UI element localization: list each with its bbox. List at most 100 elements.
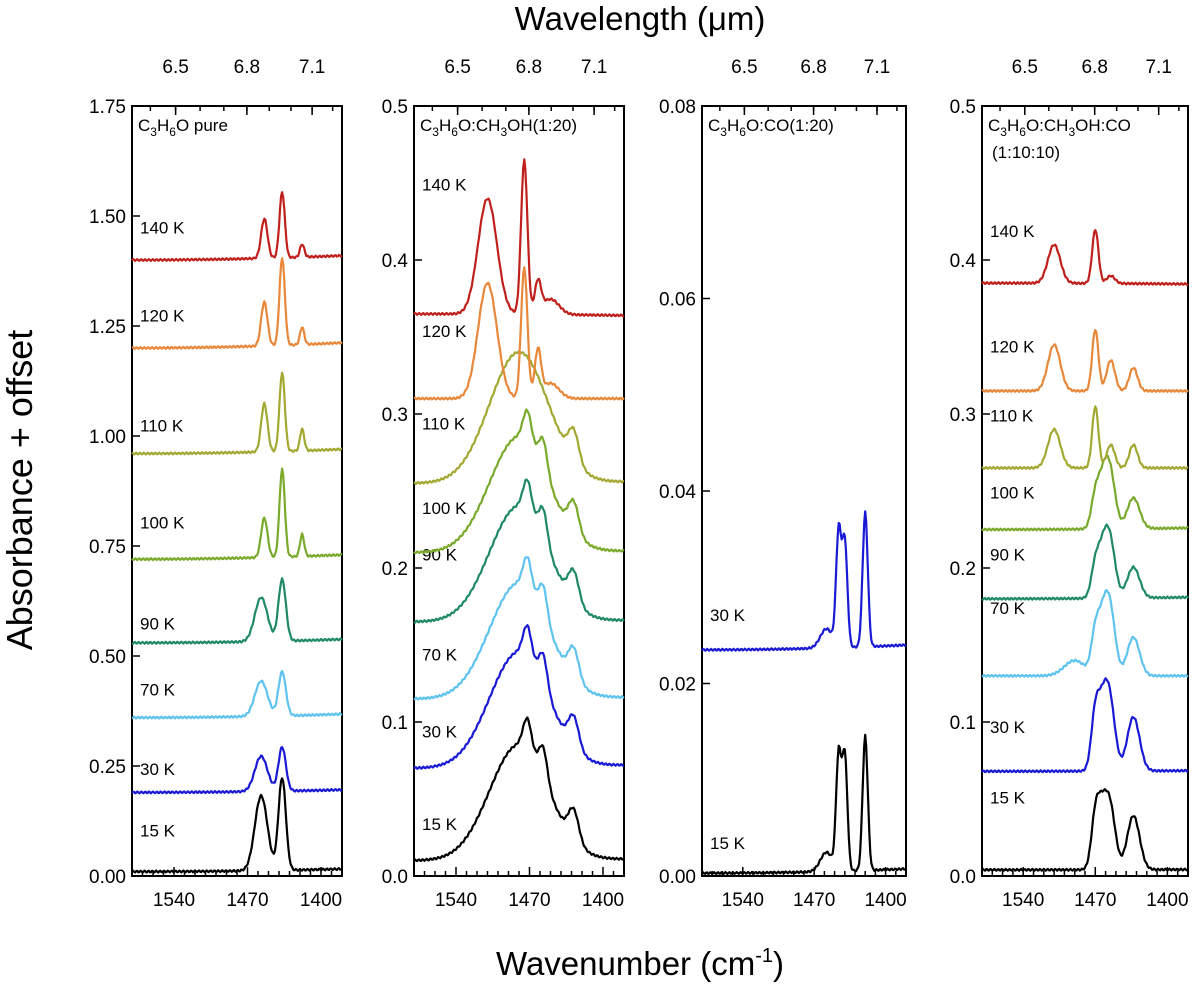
bottom-tick-label: 1540: [435, 890, 477, 911]
spectrum-curve: [981, 454, 1189, 532]
y-tick-label: 0.2: [950, 559, 976, 580]
temperature-label: 30 K: [422, 722, 458, 741]
spectrum-curve: [131, 191, 343, 262]
y-tick-label: 0.5: [382, 97, 408, 118]
spectrum-curve: [981, 589, 1189, 678]
panel-3: 0.00 0.02 0.04 0.06 0.08 1540 1470 1400 6.5 6.8 7.…: [659, 57, 907, 911]
spectrum-curve: [413, 266, 625, 401]
y-tick-label: 0.02: [659, 675, 696, 696]
spectrum-curve: [981, 523, 1189, 601]
spectrum-curve: [413, 624, 625, 770]
spectrum-curve: [131, 467, 343, 562]
y-tick-label: 0.00: [659, 867, 696, 888]
y-tick-label: 0.2: [382, 559, 408, 580]
spectrum-curve: [131, 777, 343, 874]
spectrum-curve: [413, 716, 625, 863]
temperature-label: 70 K: [990, 599, 1026, 618]
temperature-label: 90 K: [990, 545, 1026, 564]
y-axis-title: Absorbance + offset: [0, 330, 40, 651]
top-tick-label: 6.5: [444, 57, 470, 78]
top-tick-label: 7.1: [1145, 57, 1171, 78]
top-tick-label: 6.8: [800, 57, 826, 78]
temperature-label: 70 K: [422, 645, 458, 664]
temperature-label: 100 K: [422, 499, 467, 518]
top-tick-label: 6.8: [234, 57, 260, 78]
spectrum-curve: [981, 405, 1189, 470]
y-tick-label: 0.3: [382, 405, 408, 426]
y-tick-label: 0.75: [89, 537, 126, 558]
temperature-label: 140 K: [422, 176, 467, 195]
spectrum-curve: [131, 746, 343, 795]
spectrum-curve: [413, 478, 625, 624]
y-tick-label: 0.08: [659, 97, 696, 118]
bottom-axis-title: Wavenumber (cm-1): [496, 945, 784, 982]
bottom-tick-label: 1470: [508, 890, 550, 911]
top-tick-label: 6.8: [516, 57, 542, 78]
top-axis-title: Wavelength (μm): [515, 0, 766, 37]
top-tick-label: 6.8: [1081, 57, 1107, 78]
panel-title: C3H6O:CH3OH(1:20): [420, 116, 577, 139]
spectrum-curve: [701, 733, 907, 876]
spectrum-curve: [981, 329, 1189, 393]
temperature-label: 110 K: [990, 407, 1034, 426]
temperature-label: 30 K: [140, 760, 176, 779]
temperature-label: 30 K: [990, 718, 1026, 737]
y-tick-label: 0.04: [659, 482, 696, 503]
y-tick-label: 0.1: [382, 713, 408, 734]
temperature-label: 140 K: [990, 222, 1035, 241]
plot-frame: [701, 105, 907, 877]
bottom-tick-label: 1470: [226, 890, 268, 911]
top-tick-label: 7.1: [581, 57, 607, 78]
top-tick-label: 6.5: [731, 57, 757, 78]
temperature-label: 120 K: [140, 307, 185, 326]
y-tick-label: 0.0: [382, 867, 408, 888]
panel-title-line2: (1:10:10): [992, 143, 1060, 162]
bottom-tick-label: 1470: [793, 890, 835, 911]
temperature-label: 110 K: [140, 417, 184, 436]
bottom-tick-label: 1400: [582, 890, 624, 911]
y-tick-label: 1.75: [89, 97, 126, 118]
temperature-label: 140 K: [140, 219, 185, 238]
bottom-tick-label: 1400: [300, 890, 342, 911]
y-tick-label: 0.5: [950, 97, 976, 118]
y-tick-label: 0.0: [950, 867, 976, 888]
y-tick-label: 1.50: [89, 207, 126, 228]
spectrum-curve: [981, 229, 1189, 286]
spectrum-curve: [701, 510, 907, 652]
temperature-label: 90 K: [140, 615, 176, 634]
y-tick-label: 0.25: [89, 757, 126, 778]
y-tick-label: 0.4: [950, 251, 977, 272]
y-tick-label: 0.00: [89, 867, 126, 888]
temperature-label: 30 K: [710, 606, 746, 625]
spectrum-curve: [131, 577, 343, 645]
bottom-tick-label: 1400: [1146, 890, 1188, 911]
spectrum-curve: [413, 556, 625, 701]
temperature-label: 15 K: [710, 834, 746, 853]
spectrum-curve: [131, 371, 343, 456]
spectrum-curve: [131, 257, 343, 350]
temperature-label: 70 K: [140, 681, 176, 700]
y-tick-label: 0.4: [382, 251, 409, 272]
temperature-label: 15 K: [422, 815, 458, 834]
y-tick-label: 0.3: [950, 405, 976, 426]
bottom-tick-label: 1470: [1074, 890, 1116, 911]
temperature-label: 15 K: [990, 789, 1026, 808]
spectrum-curve: [131, 669, 343, 720]
bottom-tick-label: 1540: [1002, 890, 1044, 911]
temperature-label: 15 K: [140, 821, 176, 840]
spectrum-curve: [981, 677, 1189, 774]
spectrum-curve: [981, 788, 1189, 872]
panel-4: 0.0 0.1 0.2 0.3 0.4 0.5 1540 1470 1400 6.5 6.8 7.1 C…: [950, 57, 1189, 911]
bottom-tick-label: 1400: [864, 890, 906, 911]
temperature-label: 100 K: [990, 484, 1035, 503]
top-tick-label: 6.5: [1012, 57, 1038, 78]
y-tick-label: 0.06: [659, 290, 696, 311]
y-tick-label: 0.50: [89, 647, 126, 668]
panel-title: C3H6O pure: [138, 116, 228, 139]
temperature-label: 100 K: [140, 513, 185, 532]
temperature-label: 110 K: [422, 414, 466, 433]
bottom-tick-label: 1540: [153, 890, 195, 911]
y-tick-label: 1.25: [89, 317, 126, 338]
y-tick-label: 0.1: [950, 713, 976, 734]
